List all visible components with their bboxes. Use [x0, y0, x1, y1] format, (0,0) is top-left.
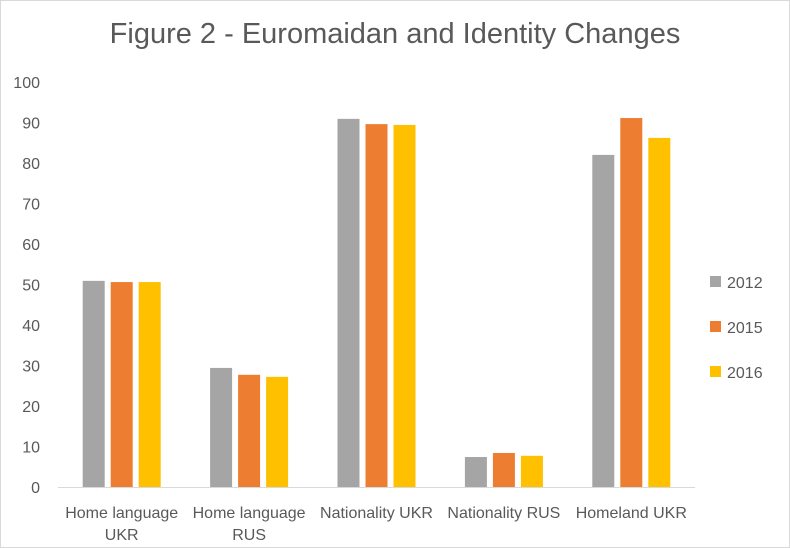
x-category-label: Nationality RUS	[447, 505, 560, 522]
y-tick-label: 40	[22, 318, 40, 335]
bar-2012	[210, 367, 233, 487]
x-category-label: RUS	[232, 527, 266, 544]
y-tick-label: 30	[22, 359, 40, 376]
x-category-label: UKR	[105, 527, 139, 544]
bar-2012	[82, 280, 105, 487]
y-tick-label: 10	[22, 440, 40, 457]
y-tick-label: 50	[22, 278, 40, 295]
y-tick-label: 60	[22, 237, 40, 254]
x-category-label: Homeland UKR	[576, 505, 687, 522]
y-tick-label: 90	[22, 116, 40, 133]
legend-label: 2012	[727, 275, 763, 292]
bar-2012	[464, 457, 487, 487]
legend-swatch-2012	[710, 276, 721, 287]
bar-2015	[238, 374, 261, 487]
bar-2016	[138, 282, 161, 487]
bar-2016	[266, 376, 289, 487]
legend-swatch-2015	[710, 321, 721, 332]
bar-2016	[648, 137, 671, 487]
bar-2015	[365, 124, 388, 488]
legend-swatch-2016	[710, 366, 721, 377]
y-tick-label: 20	[22, 399, 40, 416]
bar-2012	[592, 154, 615, 487]
bar-2015	[620, 118, 643, 488]
bar-2015	[492, 452, 515, 487]
bar-2016	[520, 455, 543, 487]
legend-label: 2016	[727, 365, 763, 382]
x-category-label: Home language	[65, 505, 178, 522]
chart-title: Figure 2 - Euromaidan and Identity Chang…	[109, 18, 681, 50]
y-tick-label: 70	[22, 197, 40, 214]
y-tick-label: 0	[31, 480, 40, 497]
bar-2012	[337, 118, 360, 487]
y-tick-label: 100	[13, 75, 40, 92]
x-category-label: Home language	[193, 505, 306, 522]
x-category-label: Nationality UKR	[320, 505, 433, 522]
bar-2016	[393, 124, 416, 488]
bar-2015	[110, 282, 133, 487]
legend-label: 2015	[727, 320, 763, 337]
y-tick-label: 80	[22, 156, 40, 173]
